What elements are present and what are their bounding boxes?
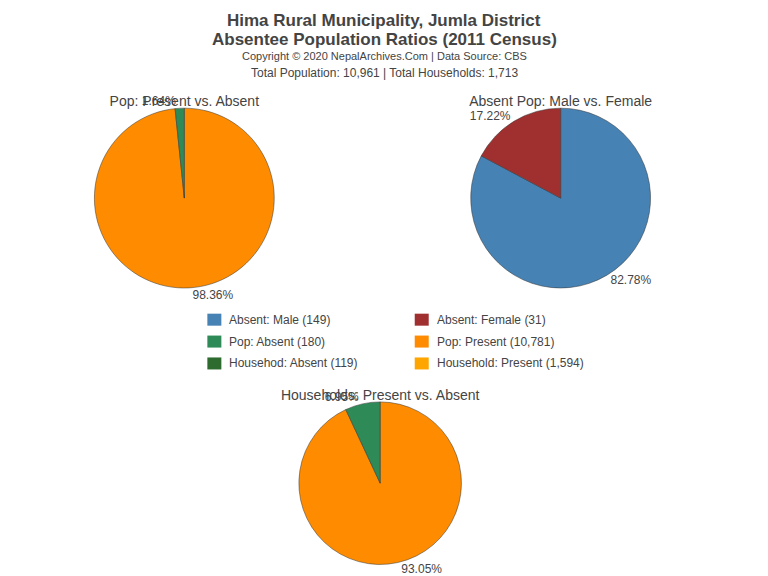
svg-text:Pop: Absent (180): Pop: Absent (180) [229,335,325,349]
svg-text:Household: Present (1,594): Household: Present (1,594) [437,356,584,370]
svg-text:Absent: Male (149): Absent: Male (149) [229,313,330,327]
svg-text:Absentee Population Ratios (20: Absentee Population Ratios (2011 Census) [212,30,557,49]
svg-text:1.64%: 1.64% [142,94,176,108]
svg-text:6.95%: 6.95% [325,390,359,404]
svg-text:Hima Rural Municipality, Jumla: Hima Rural Municipality, Jumla District [227,11,541,30]
svg-text:Total Population: 10,961 | Tot: Total Population: 10,961 | Total Househo… [251,66,518,80]
svg-text:Absent Pop: Male vs. Female: Absent Pop: Male vs. Female [469,93,652,109]
svg-text:Pop: Present (10,781): Pop: Present (10,781) [437,335,554,349]
svg-text:Absent: Female (31): Absent: Female (31) [437,313,546,327]
svg-text:93.05%: 93.05% [401,562,442,576]
svg-text:Households: Present vs. Absent: Households: Present vs. Absent [281,387,480,403]
svg-text:82.78%: 82.78% [610,273,651,287]
svg-text:Househod: Absent (119): Househod: Absent (119) [229,356,358,370]
svg-text:17.22%: 17.22% [470,109,511,123]
svg-text:Pop: Present vs. Absent: Pop: Present vs. Absent [110,93,260,109]
svg-text:Copyright © 2020 NepalArchives: Copyright © 2020 NepalArchives.Com | Dat… [242,50,527,62]
svg-text:98.36%: 98.36% [192,288,233,302]
